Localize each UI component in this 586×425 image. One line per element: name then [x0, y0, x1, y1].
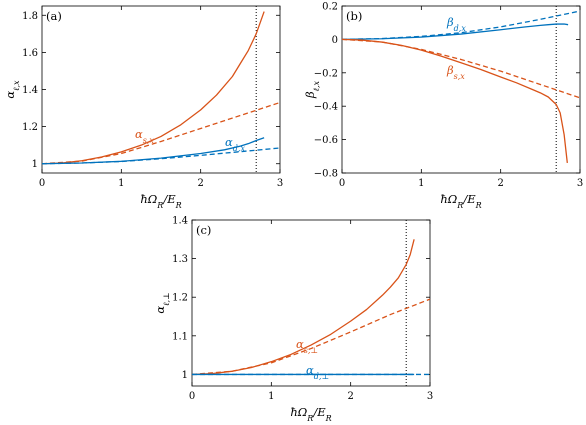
label-beta-d-x: βd,x — [446, 15, 466, 33]
panel-b-ytick-label: 0.2 — [322, 2, 338, 13]
panel-b-ytick-label: −0.4 — [314, 102, 338, 113]
panel-c-ytick-label: 1.3 — [172, 254, 188, 265]
panel-a-ytick-label: 1.8 — [22, 11, 38, 22]
panel-b-ytick-label: 0 — [332, 35, 338, 46]
svg-text:αℓ,x: αℓ,x — [3, 80, 21, 99]
panel-a-xtick-label: 0 — [39, 178, 45, 189]
svg-text:ħΩR/ER: ħΩR/ER — [290, 405, 331, 423]
panel-a-ytick-label: 1.4 — [22, 85, 38, 96]
panel-a-series-1-dashed — [41, 101, 281, 165]
svg-text:βℓ,x: βℓ,x — [303, 80, 321, 99]
panel-b-xtick-label: 0 — [339, 178, 345, 189]
panel-c-ytick-label: 1.4 — [172, 216, 188, 227]
panel-c-ytick-label: 1.2 — [172, 293, 188, 304]
panel-c-xtick-label: 2 — [347, 391, 353, 402]
panel-b-ytick-label: −0.6 — [314, 135, 338, 146]
panel-a-ytick-label: 1.6 — [22, 48, 38, 59]
panel-b-series-3-dashed — [341, 38, 581, 99]
panel-c-ytick-label: 1.1 — [172, 331, 188, 342]
panel-a-label: (a) — [46, 9, 62, 23]
label-beta-s-x: βs,x — [446, 63, 465, 81]
panel-a-ylabel: αℓ,x — [3, 80, 21, 99]
label-alpha-d-perp: αd,⊥ — [306, 363, 329, 381]
panel-b-label: (b) — [346, 9, 362, 23]
svg-text:ħΩR/ER: ħΩR/ER — [440, 192, 481, 210]
label-alpha-s-perp: αs,⊥ — [296, 337, 318, 355]
panel-a-ytick-label: 1.2 — [22, 122, 38, 133]
panel-b-xtick-label: 2 — [497, 178, 503, 189]
svg-text:ħΩR/ER: ħΩR/ER — [140, 192, 181, 210]
panel-a-xtick-label: 3 — [277, 178, 283, 189]
panel-b-ylabel: βℓ,x — [303, 80, 321, 99]
panel-c-series-1-dashed — [191, 298, 431, 376]
panel-c-frame — [191, 219, 431, 387]
panel-c-xtick-label: 3 — [427, 391, 433, 402]
panel-b-xtick-label: 1 — [418, 178, 424, 189]
label-alpha-s-x: αs,x — [135, 127, 154, 145]
panel-b-ytick-label: −0.2 — [314, 68, 338, 79]
panel-a-xtick-label: 2 — [197, 178, 203, 189]
panel-b-ytick-label: −0.8 — [314, 169, 338, 180]
svg-text:αℓ,⊥: αℓ,⊥ — [153, 292, 171, 313]
panel-c-xtick-label: 1 — [268, 391, 274, 402]
panel-b-frame — [341, 5, 581, 174]
panel-a-ytick-label: 1 — [32, 159, 38, 170]
panel-c-label: (c) — [196, 223, 211, 237]
panel-b-xlabel: ħΩR/ER — [440, 192, 481, 210]
panel-b-series-2-solid — [341, 38, 568, 164]
panel-b-xtick-label: 3 — [577, 178, 583, 189]
panel-a-xlabel: ħΩR/ER — [140, 192, 181, 210]
panel-c-ylabel: αℓ,⊥ — [153, 292, 171, 313]
panel-c: (c) 0 1 2 311.11.21.31.4 ħΩR/ER αℓ,⊥ αs,⊥ α… — [153, 216, 433, 423]
panel-c-xtick-label: 0 — [189, 391, 195, 402]
label-alpha-d-x: αd,x — [225, 135, 245, 153]
panel-b: (b) 0 1 2 3 −0.8 −0.6 −0.4 −0.2 0 0.2 ħΩR/ER βℓ,x… — [303, 2, 583, 210]
panel-a: (a) 0 1 2 311.21.41.61.8 ħΩR/ER αℓ,x αs,x α… — [3, 5, 283, 210]
panel-a-xtick-label: 1 — [118, 178, 124, 189]
panel-c-ytick-label: 1 — [182, 370, 188, 381]
panel-c-xlabel: ħΩR/ER — [290, 405, 331, 423]
